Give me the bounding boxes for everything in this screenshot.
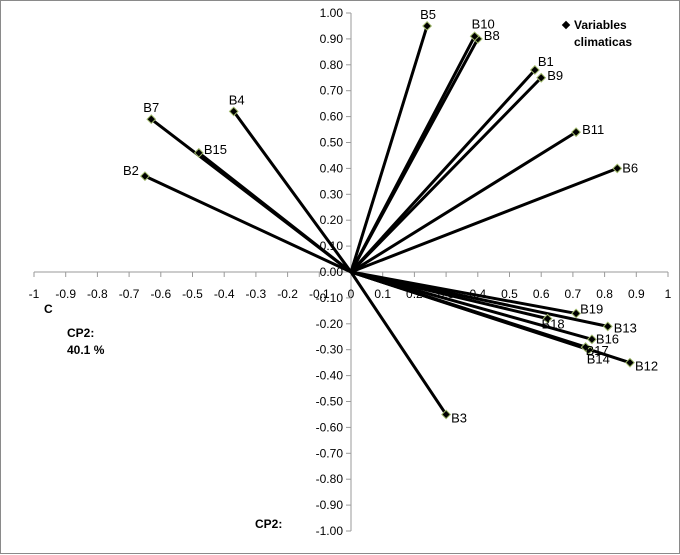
vector-b15 xyxy=(197,151,353,274)
legend-label: Variables climaticas xyxy=(574,18,633,49)
label-b4: B4 xyxy=(229,92,245,107)
label-b6: B6 xyxy=(622,160,638,175)
label-b5: B5 xyxy=(420,7,436,22)
label-b1: B1 xyxy=(538,54,554,69)
y-tick-label: 0.90 xyxy=(320,32,344,46)
x-tick-label: -0.8 xyxy=(87,287,108,301)
marker-b5 xyxy=(422,21,433,31)
x-tick-label: 0.8 xyxy=(596,287,613,301)
y-tick-label: -0.90 xyxy=(316,498,344,512)
marker-b1 xyxy=(529,65,540,75)
y-tick-label: -0.20 xyxy=(316,317,344,331)
x-tick-label: -0.6 xyxy=(150,287,171,301)
marker-b17 xyxy=(580,342,591,353)
marker-b15 xyxy=(193,147,204,158)
x-tick-label: -0.5 xyxy=(182,287,203,301)
x-tick-label: -0.4 xyxy=(214,287,235,301)
y-tick-label: 0.40 xyxy=(320,161,344,175)
x-tick-label: -0.3 xyxy=(246,287,267,301)
y-tick-label: 0.70 xyxy=(320,84,344,98)
marker-b2 xyxy=(140,171,150,182)
y-tick-label: -0.50 xyxy=(316,395,344,409)
y-tick-label: 0.20 xyxy=(320,213,344,227)
marker-b11 xyxy=(571,127,582,138)
label-b8: B8 xyxy=(484,28,500,43)
x-tick-label: -0.2 xyxy=(277,287,298,301)
label-b16: B16 xyxy=(596,331,619,346)
y-tick-label: -0.30 xyxy=(316,343,344,357)
x-tick-label: 0.1 xyxy=(374,287,391,301)
vector-b5 xyxy=(349,24,429,274)
x-tick-label: 0.7 xyxy=(565,287,582,301)
label-b12: B12 xyxy=(635,359,658,374)
marker-b3 xyxy=(441,409,452,420)
x-tick-label: -0.7 xyxy=(119,287,140,301)
label-b11: B11 xyxy=(582,122,604,137)
y-tick-label: 0.50 xyxy=(320,136,344,150)
marker-b12 xyxy=(625,357,635,368)
y-tick-label: -1.00 xyxy=(316,524,344,538)
label-b17: B17 xyxy=(586,343,609,358)
cp2-bottom-label: CP2: xyxy=(255,517,283,531)
y-tick-label: -0.60 xyxy=(316,420,344,434)
x-tick-label: 1 xyxy=(665,287,672,301)
vector-b10 xyxy=(349,34,477,274)
label-b14: B14 xyxy=(587,352,610,367)
cp2-title: CP2: xyxy=(67,326,95,340)
vector-b1 xyxy=(349,68,537,274)
y-tick-label: 1.00 xyxy=(320,6,344,20)
y-tick-label: 0.60 xyxy=(320,110,344,124)
marker-b7 xyxy=(146,114,157,125)
label-b15: B15 xyxy=(204,142,227,157)
vector-b19 xyxy=(349,270,578,315)
vector-b3 xyxy=(349,270,448,416)
y-tick-label: -0.70 xyxy=(316,446,344,460)
vector-b16 xyxy=(349,270,594,341)
x-tick-label: -1 xyxy=(29,287,40,301)
y-tick-label: 0.30 xyxy=(320,187,344,201)
marker-b4 xyxy=(228,106,239,117)
cp2-value: 40.1 % xyxy=(67,343,105,357)
marker-b19 xyxy=(571,308,582,319)
vector-b9 xyxy=(349,76,543,274)
marker-b13 xyxy=(602,321,613,332)
label-b3: B3 xyxy=(451,410,467,425)
label-b10: B10 xyxy=(472,16,495,31)
x-tick-label: -0.1 xyxy=(309,287,330,301)
label-b2: B2 xyxy=(123,163,139,178)
y-tick-label: -0.10 xyxy=(316,291,344,305)
x-tick-label: 0.6 xyxy=(533,287,550,301)
y-tick-label: 0.80 xyxy=(320,58,344,72)
x-tick-label: 0.5 xyxy=(501,287,518,301)
vector-b11 xyxy=(349,130,578,274)
label-b18: B18 xyxy=(542,317,565,332)
y-tick-label: 0.00 xyxy=(320,265,344,279)
marker-b18 xyxy=(542,313,553,324)
label-b9: B9 xyxy=(547,68,563,83)
label-b7: B7 xyxy=(143,100,159,115)
y-tick-label: -0.80 xyxy=(316,472,344,486)
vector-b17 xyxy=(349,270,588,349)
marker-b16 xyxy=(586,334,597,345)
marker-b9 xyxy=(536,72,547,83)
marker-b10 xyxy=(469,31,480,42)
vector-b6 xyxy=(349,166,619,274)
x-tick-label: 0 xyxy=(348,287,355,301)
vector-b18 xyxy=(349,270,550,321)
label-b19: B19 xyxy=(580,301,603,316)
axis-c-label: C xyxy=(44,302,53,316)
y-tick-label: -0.40 xyxy=(316,369,344,383)
marker-b6 xyxy=(612,163,623,174)
vector-b2 xyxy=(143,174,353,274)
x-tick-label: -0.9 xyxy=(55,287,76,301)
label-b13: B13 xyxy=(614,320,637,335)
vector-b4 xyxy=(232,109,353,274)
x-tick-label: 0.9 xyxy=(628,287,645,301)
